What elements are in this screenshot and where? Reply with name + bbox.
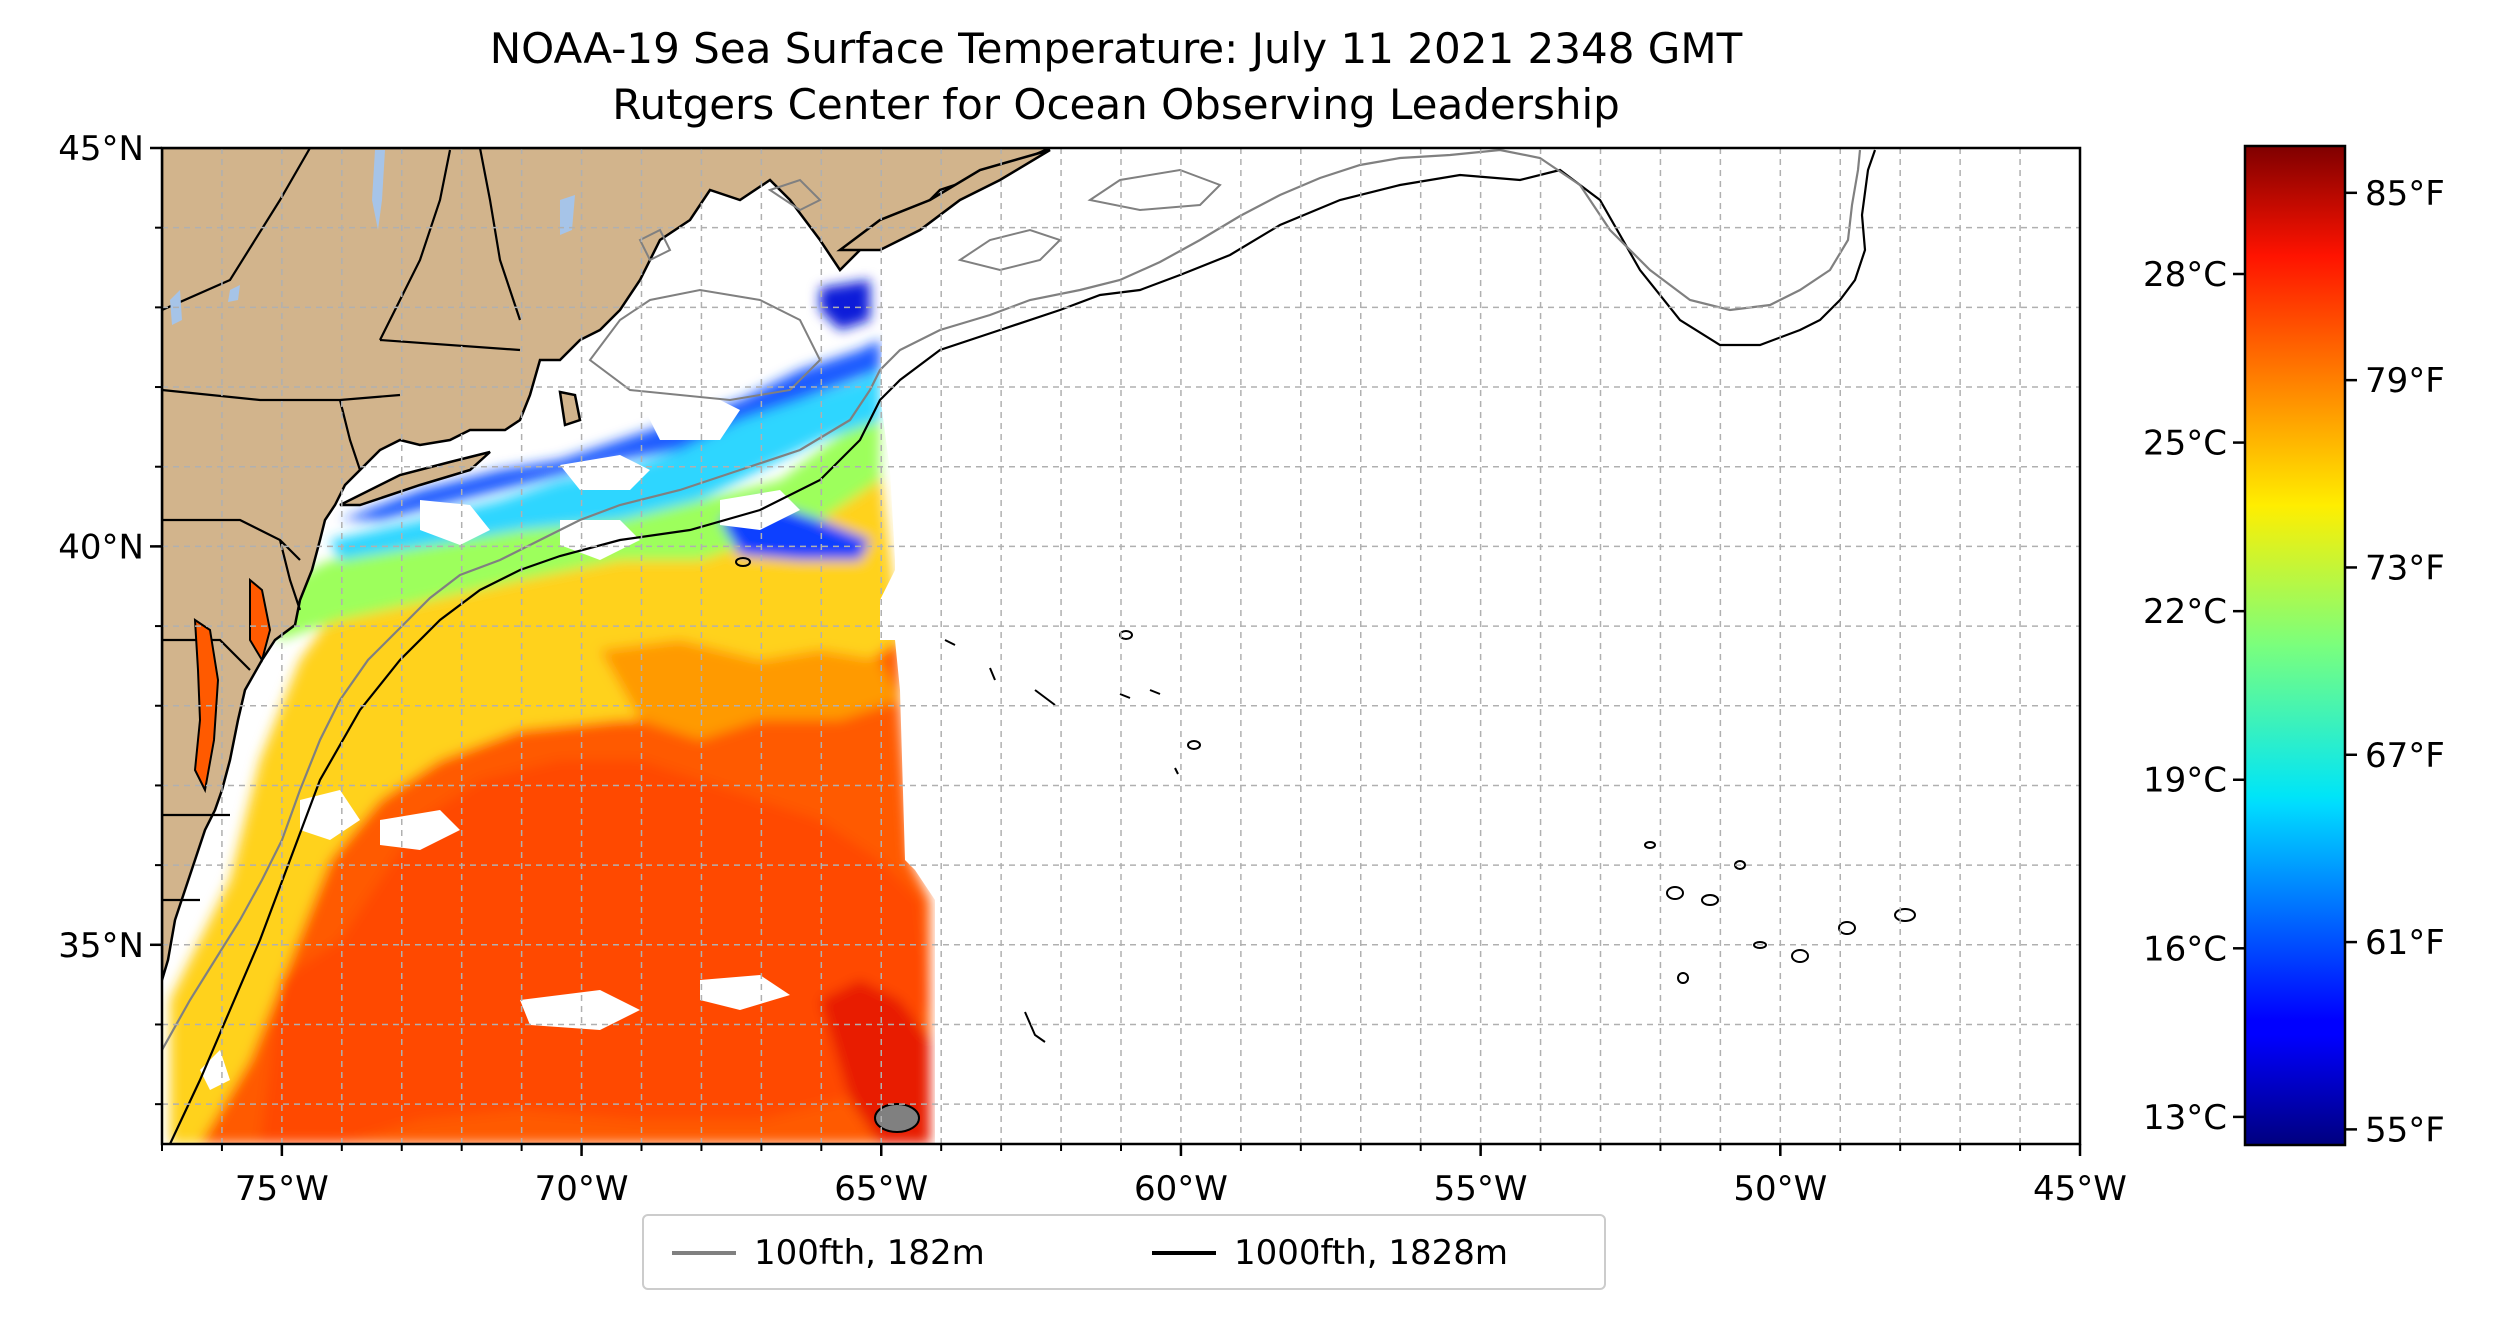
lon-tick-label: 70°W: [535, 1169, 629, 1209]
legend-swatch-100fth: [672, 1251, 736, 1255]
latitude-ticks: 45°N 40°N 35°N: [58, 129, 162, 966]
lon-tick-label: 45°W: [2033, 1169, 2127, 1209]
contour-100fth-islands: [588, 168, 1222, 402]
legend: 100fth, 182m 1000fth, 1828m: [642, 1214, 1606, 1290]
land-mass: [162, 148, 1051, 981]
map-gridlines: [162, 148, 2080, 1144]
fahrenheit-tick-label: 73°F: [2365, 548, 2445, 588]
legend-label-1000fth: 1000fth, 1828m: [1234, 1233, 1509, 1273]
legend-item-100fth: 100fth, 182m: [672, 1230, 985, 1276]
fahrenheit-tick-label: 55°F: [2365, 1110, 2445, 1150]
fahrenheit-tick-label: 67°F: [2365, 736, 2445, 776]
lon-tick-label: 60°W: [1134, 1169, 1228, 1209]
celsius-tick-label: 19°C: [2143, 761, 2227, 801]
legend-swatch-1000fth: [1152, 1251, 1216, 1255]
colorbar: [2243, 144, 2347, 1147]
lon-tick-label: 75°W: [235, 1169, 329, 1209]
longitude-ticks: 75°W 70°W 65°W 60°W 55°W 50°W 45°W: [235, 1144, 2127, 1209]
celsius-tick-label: 22°C: [2143, 592, 2227, 632]
bays: [193, 577, 272, 794]
lat-tick-label: 40°N: [58, 527, 144, 567]
legend-label-100fth: 100fth, 182m: [754, 1233, 985, 1273]
lon-tick-label: 50°W: [1733, 1169, 1827, 1209]
lakes: [170, 150, 575, 325]
lon-tick-label: 65°W: [834, 1169, 928, 1209]
fahrenheit-tick-label: 61°F: [2365, 923, 2445, 963]
contour-100fth: [162, 148, 1862, 1051]
chart-title: NOAA-19 Sea Surface Temperature: July 11…: [489, 24, 1743, 73]
lat-tick-label: 45°N: [58, 129, 144, 169]
contour-1000fth: [169, 149, 1877, 1144]
celsius-tick-label: 13°C: [2143, 1098, 2227, 1138]
legend-item-1000fth: 1000fth, 1828m: [1152, 1230, 1508, 1276]
seamount-outlines: [735, 557, 1916, 1133]
fahrenheit-tick-label: 79°F: [2365, 361, 2445, 401]
islands: [339, 148, 1051, 507]
state-borders: [162, 148, 522, 902]
fahrenheit-tick-label: 85°F: [2365, 174, 2445, 214]
lon-tick-label: 55°W: [1434, 1169, 1528, 1209]
chart-subtitle: Rutgers Center for Ocean Observing Leade…: [612, 80, 1620, 129]
lat-tick-label: 35°N: [58, 926, 144, 966]
colorbar-fahrenheit-ticks: 55°F 61°F 67°F 73°F 79°F 85°F: [2345, 174, 2445, 1150]
celsius-tick-label: 16°C: [2143, 929, 2227, 969]
celsius-tick-label: 28°C: [2143, 255, 2227, 295]
sst-field: [170, 280, 930, 1144]
colorbar-celsius-ticks: 13°C 16°C 19°C 22°C 25°C 28°C: [2143, 255, 2245, 1138]
celsius-tick-label: 25°C: [2143, 424, 2227, 464]
